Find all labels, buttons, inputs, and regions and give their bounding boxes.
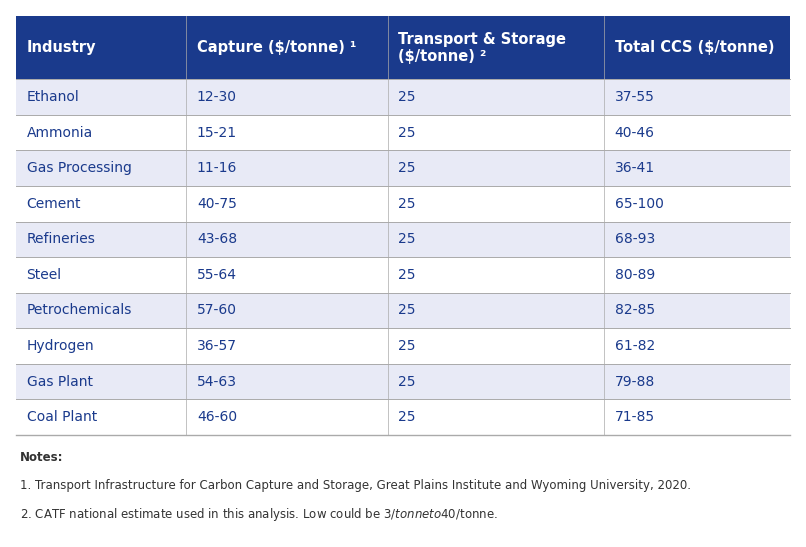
Bar <box>186 79 388 115</box>
Bar <box>604 328 790 364</box>
Bar <box>604 79 790 115</box>
Text: 1. Transport Infrastructure for Carbon Capture and Storage, Great Plains Institu: 1. Transport Infrastructure for Carbon C… <box>20 479 692 492</box>
Bar <box>604 222 790 257</box>
Bar <box>16 150 186 186</box>
Bar <box>186 150 388 186</box>
Bar <box>16 222 186 257</box>
Text: 54-63: 54-63 <box>197 375 237 388</box>
Bar <box>16 16 186 79</box>
Text: Steel: Steel <box>27 268 62 282</box>
Bar <box>604 293 790 328</box>
Text: 36-41: 36-41 <box>615 161 654 175</box>
Text: 68-93: 68-93 <box>615 232 655 246</box>
Text: 25: 25 <box>398 410 416 424</box>
Bar <box>16 186 186 222</box>
Text: Coal Plant: Coal Plant <box>27 410 97 424</box>
Bar <box>16 79 186 115</box>
Text: 15-21: 15-21 <box>197 126 237 139</box>
Bar <box>16 115 186 150</box>
Text: 82-85: 82-85 <box>615 304 654 317</box>
Text: 25: 25 <box>398 304 416 317</box>
Bar <box>388 364 604 399</box>
Bar <box>16 293 186 328</box>
Text: Capture ($/tonne) ¹: Capture ($/tonne) ¹ <box>197 40 356 55</box>
Text: 25: 25 <box>398 339 416 353</box>
Text: Gas Processing: Gas Processing <box>27 161 131 175</box>
Text: Gas Plant: Gas Plant <box>27 375 93 388</box>
Text: Cement: Cement <box>27 197 81 211</box>
Text: Hydrogen: Hydrogen <box>27 339 94 353</box>
Text: Ammonia: Ammonia <box>27 126 93 139</box>
Bar <box>388 150 604 186</box>
Bar <box>186 186 388 222</box>
Text: Ethanol: Ethanol <box>27 90 79 104</box>
Bar <box>388 16 604 79</box>
Text: 40-46: 40-46 <box>615 126 654 139</box>
Bar <box>388 79 604 115</box>
Text: 46-60: 46-60 <box>197 410 237 424</box>
Text: 25: 25 <box>398 232 416 246</box>
Text: 25: 25 <box>398 90 416 104</box>
Bar <box>388 328 604 364</box>
Text: 80-89: 80-89 <box>615 268 655 282</box>
Text: 36-57: 36-57 <box>197 339 237 353</box>
Text: 25: 25 <box>398 268 416 282</box>
Text: Transport & Storage
($/tonne) ²: Transport & Storage ($/tonne) ² <box>398 32 566 64</box>
Text: Industry: Industry <box>27 40 96 55</box>
Text: 61-82: 61-82 <box>615 339 655 353</box>
Text: 2. CATF national estimate used in this analysis. Low could be $3/tonne to $40/to: 2. CATF national estimate used in this a… <box>20 506 498 523</box>
Text: 25: 25 <box>398 197 416 211</box>
Text: Total CCS ($/tonne): Total CCS ($/tonne) <box>615 40 774 55</box>
Bar <box>16 257 186 293</box>
Text: 25: 25 <box>398 375 416 388</box>
Bar <box>388 293 604 328</box>
Text: Notes:: Notes: <box>20 451 64 464</box>
Bar <box>186 364 388 399</box>
Text: 43-68: 43-68 <box>197 232 237 246</box>
Bar <box>186 16 388 79</box>
Text: 57-60: 57-60 <box>197 304 237 317</box>
Bar <box>388 222 604 257</box>
Bar <box>604 16 790 79</box>
Text: 71-85: 71-85 <box>615 410 654 424</box>
Bar <box>604 115 790 150</box>
Bar <box>186 257 388 293</box>
Text: 55-64: 55-64 <box>197 268 237 282</box>
Bar <box>16 364 186 399</box>
Bar <box>604 150 790 186</box>
Bar <box>604 399 790 435</box>
Bar <box>16 399 186 435</box>
Bar <box>186 293 388 328</box>
Bar <box>388 186 604 222</box>
Bar <box>186 115 388 150</box>
Bar <box>604 257 790 293</box>
Text: Petrochemicals: Petrochemicals <box>27 304 132 317</box>
Text: 40-75: 40-75 <box>197 197 237 211</box>
Text: 12-30: 12-30 <box>197 90 237 104</box>
Bar <box>186 222 388 257</box>
Text: 11-16: 11-16 <box>197 161 237 175</box>
Bar <box>388 399 604 435</box>
Bar <box>388 115 604 150</box>
Text: Refineries: Refineries <box>27 232 95 246</box>
Text: 79-88: 79-88 <box>615 375 655 388</box>
Text: 25: 25 <box>398 126 416 139</box>
Bar <box>186 328 388 364</box>
Bar <box>604 186 790 222</box>
Text: 65-100: 65-100 <box>615 197 663 211</box>
Text: 37-55: 37-55 <box>615 90 654 104</box>
Bar <box>604 364 790 399</box>
Bar <box>186 399 388 435</box>
Bar <box>388 257 604 293</box>
Text: 25: 25 <box>398 161 416 175</box>
Bar <box>16 328 186 364</box>
